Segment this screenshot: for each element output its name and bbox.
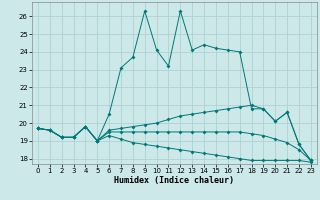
X-axis label: Humidex (Indice chaleur): Humidex (Indice chaleur) [115,176,234,185]
